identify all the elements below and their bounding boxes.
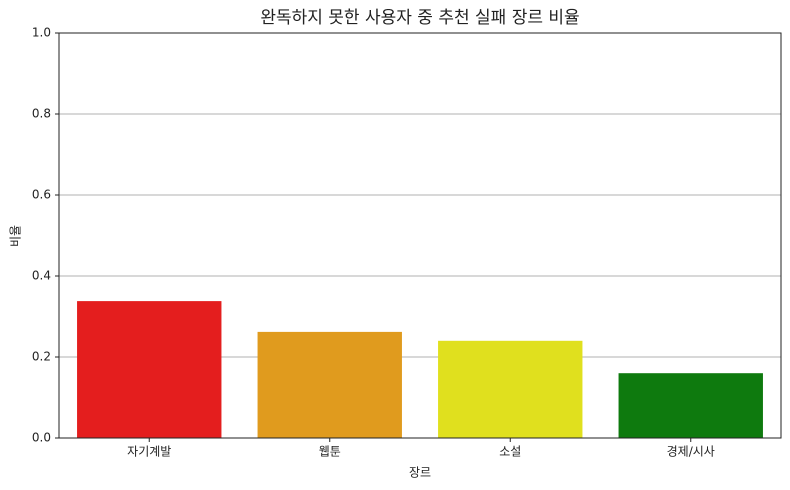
x-tick-label: 소설 [499, 445, 521, 459]
bar [257, 331, 402, 438]
x-tick-label: 경제/시사 [667, 445, 715, 459]
y-axis-label: 비율 [9, 225, 23, 247]
y-tick-label: 0.2 [32, 350, 51, 364]
x-tick-label: 자기계발 [127, 445, 171, 459]
y-tick-label: 0.4 [32, 269, 51, 283]
bar [77, 301, 222, 438]
y-tick-label: 1.0 [32, 26, 51, 40]
bar [438, 340, 583, 438]
y-tick-label: 0.6 [32, 188, 51, 202]
x-axis-label: 장르 [409, 466, 431, 480]
bar [618, 373, 763, 438]
plot-frame [58, 32, 782, 439]
y-tick-label: 0.0 [32, 431, 51, 445]
chart-title: 완독하지 못한 사용자 중 추천 실패 장르 비율 [260, 8, 579, 28]
y-tick-label: 0.8 [32, 107, 51, 121]
x-tick-label: 웹툰 [319, 445, 341, 459]
